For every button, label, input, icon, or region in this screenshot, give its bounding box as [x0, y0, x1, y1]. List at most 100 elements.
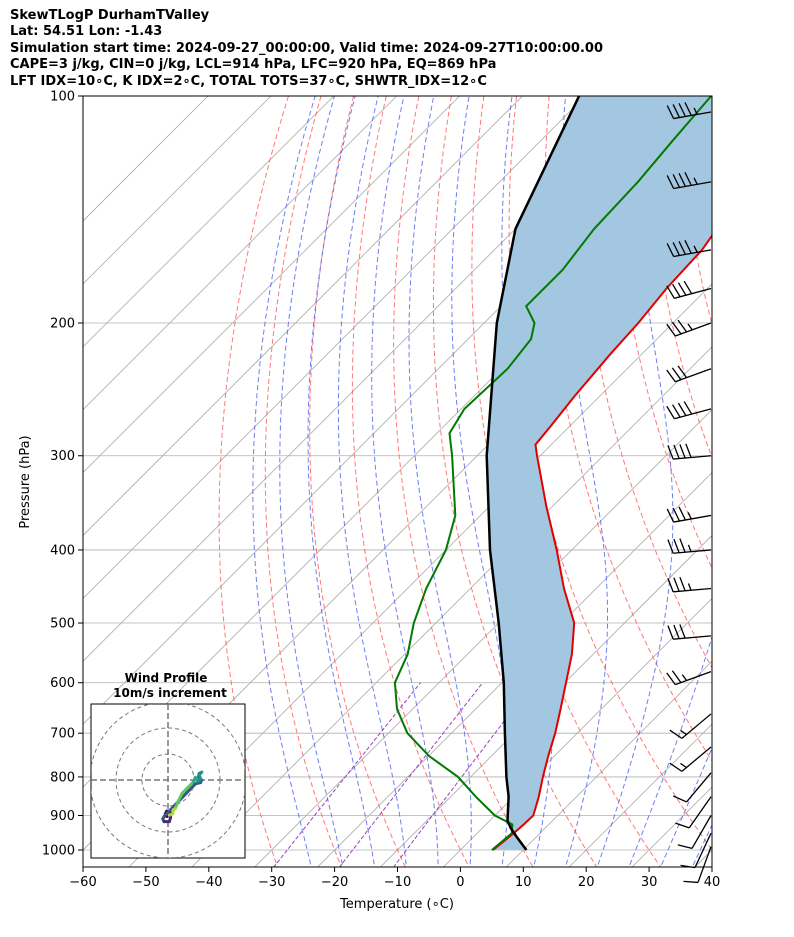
wind-barb-flag: [685, 443, 692, 458]
x-tick-label: −40: [195, 875, 222, 890]
isotherm-line: [83, 96, 335, 348]
profile-lines: [393, 96, 712, 851]
x-tick-label: −10: [384, 875, 411, 890]
wind-barb: [667, 624, 712, 640]
dry-adiabat: [711, 96, 712, 104]
wind-barb-flag: [673, 444, 680, 459]
index-line: LFT IDX=10∘C, K IDX=2∘C, TOTAL TOTS=37∘C…: [10, 73, 487, 89]
x-tick-label: 20: [578, 875, 595, 890]
y-tick-label: 200: [50, 316, 75, 331]
time-line: Simulation start time: 2024-09-27_00:00:…: [10, 40, 603, 56]
wind-barb-flag: [677, 365, 688, 379]
wind-barb-flag: [672, 404, 681, 418]
isotherm-line: [505, 660, 712, 867]
moist-adiabat: [337, 96, 407, 867]
x-tick-label: −50: [132, 875, 159, 890]
x-tick-label: 30: [641, 875, 658, 890]
wind-barb-half-flag: [680, 729, 687, 736]
isotherm-line: [442, 597, 712, 867]
wind-barb-half-flag: [687, 583, 692, 591]
isotherm-line: [254, 409, 712, 867]
moist-adiabat: [560, 96, 608, 867]
wind-barb: [666, 319, 712, 337]
wind-barb-half-flag: [680, 762, 687, 769]
wind-barb-staff: [691, 815, 712, 849]
dry-adiabat: [745, 96, 794, 872]
wind-barb: [666, 172, 712, 190]
wind-barb-staff: [697, 846, 712, 883]
wind-barb-flag: [667, 539, 674, 554]
wind-barb: [673, 772, 712, 803]
wind-barb: [683, 846, 712, 884]
x-tick-label: 40: [704, 875, 721, 890]
dry-adiabat: [471, 96, 662, 867]
y-tick-label: 300: [50, 449, 75, 464]
isotherm-line: [191, 346, 712, 867]
wind-barb-flag: [677, 844, 693, 850]
moist-adiabat: [628, 635, 712, 867]
dry-adiabat: [264, 96, 342, 867]
cape-shading: [486, 96, 712, 850]
wind-barb-half-flag: [681, 674, 688, 681]
wind-barb-flag: [678, 241, 686, 255]
wind-barb-flag: [678, 506, 686, 521]
wind-barb-flag: [673, 795, 687, 803]
wind-barb-half-flag: [687, 512, 692, 520]
wind-barb-flag: [679, 624, 686, 639]
wind-barb-flag: [675, 822, 690, 829]
wind-barb: [667, 538, 712, 554]
x-tick-label: −20: [321, 875, 348, 890]
wind-barb-flag: [666, 369, 676, 383]
temperature-line: [492, 234, 712, 851]
hodograph-title: Wind Profile: [125, 671, 208, 685]
x-axis-label: Temperature (∘C): [339, 897, 454, 912]
wind-barb-flag: [678, 103, 686, 117]
mixing-ratio-line: [273, 682, 421, 867]
x-tick-label: 0: [456, 875, 464, 890]
y-tick-label: 900: [50, 809, 75, 824]
wind-barb-flag: [677, 319, 688, 333]
chart-header: SkewTLogP DurhamTValley Lat: 54.51 Lon: …: [10, 8, 603, 90]
hodograph-segment: [167, 812, 175, 817]
wind-barb-staff: [694, 832, 712, 868]
y-tick-label: 1000: [42, 844, 75, 859]
dry-adiabat: [432, 96, 598, 867]
isotherm-line: [753, 96, 794, 872]
wind-barb-half-flag: [693, 177, 698, 185]
wind-barb-staff: [675, 322, 712, 337]
wind-barb-flag: [673, 577, 680, 592]
wind-barb-staff: [673, 587, 712, 593]
wind-barb-flag: [677, 282, 687, 296]
wind-barb-flag: [671, 321, 682, 335]
wind-barb-flag: [679, 576, 686, 592]
wind-barb-flag: [669, 762, 683, 772]
x-axis: −60 −50 −40 −30 −20 −10 0 10 20 30 40: [69, 867, 720, 890]
wind-barb-staff: [688, 796, 712, 829]
dry-adiabat: [218, 96, 289, 867]
wind-barb-flag: [669, 729, 683, 739]
moist-adiabat: [408, 96, 472, 867]
cape-area: [486, 96, 712, 850]
wind-barb-flag: [667, 625, 674, 640]
cape-line: CAPE=3 j/kg, CIN=0 j/kg, LCL=914 hPa, LF…: [10, 57, 497, 73]
isotherm-line: [83, 96, 272, 285]
y-axis: 1000 900 800 700 600 500 400 300 200 100: [42, 90, 83, 859]
wind-barb: [666, 102, 712, 120]
moist-adiabat: [596, 96, 674, 867]
wind-barb-staff: [686, 772, 712, 803]
wind-barb: [666, 670, 712, 686]
wind-barb-staff: [674, 408, 712, 420]
wind-barb-staff: [673, 635, 712, 640]
moist-adiabat: [660, 746, 712, 867]
wind-barb-flag: [679, 538, 686, 553]
wind-barb: [677, 815, 712, 850]
wind-barb-flag: [672, 507, 681, 522]
y-tick-label: 800: [50, 770, 75, 785]
wind-barb-flag: [666, 105, 675, 119]
wind-barb-flag: [672, 104, 681, 118]
isotherm-line: [568, 723, 712, 867]
wind-barb-flag: [671, 670, 682, 683]
dry-adiabat: [777, 96, 794, 872]
wind-barb-staff: [674, 287, 712, 299]
